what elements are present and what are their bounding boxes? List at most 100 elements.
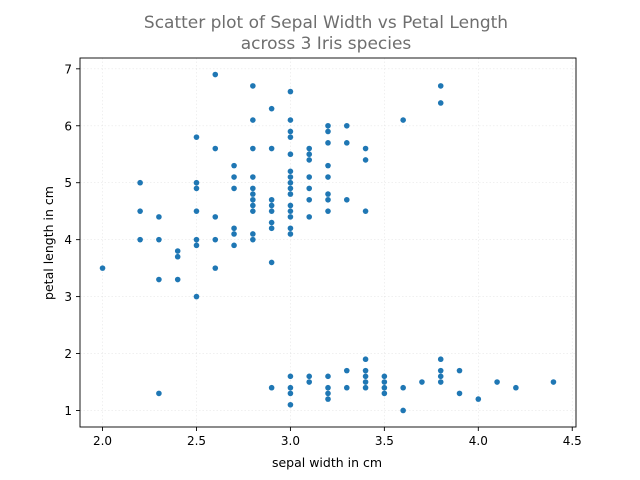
data-point — [362, 373, 369, 380]
data-point — [325, 196, 331, 203]
data-point — [231, 225, 237, 232]
data-point — [343, 140, 350, 146]
data-point — [156, 276, 162, 283]
data-point — [325, 128, 331, 135]
data-point — [287, 168, 294, 175]
data-point — [343, 367, 350, 374]
data-point — [325, 140, 331, 146]
x-tick-label: 3.0 — [281, 434, 300, 448]
data-point — [287, 179, 294, 186]
data-point — [250, 174, 256, 180]
data-point — [437, 379, 444, 385]
data-point — [287, 231, 294, 237]
data-point — [381, 379, 388, 385]
data-point — [325, 208, 331, 214]
data-point — [362, 208, 369, 214]
data-point — [250, 208, 256, 214]
data-point — [306, 373, 313, 380]
data-point — [193, 179, 200, 186]
x-tick-label: 2.5 — [187, 434, 206, 448]
x-tick-label: 3.5 — [375, 434, 394, 448]
data-point — [306, 145, 313, 152]
data-point — [306, 214, 313, 220]
data-point — [268, 145, 275, 152]
data-point — [400, 384, 406, 391]
y-tick-label: 5 — [64, 176, 72, 190]
data-point — [287, 202, 294, 209]
data-point — [212, 236, 219, 243]
data-point — [475, 396, 482, 402]
data-point — [306, 157, 313, 163]
data-point — [362, 157, 369, 163]
data-point — [437, 356, 444, 363]
data-point — [287, 174, 294, 180]
data-point — [287, 214, 294, 220]
data-point — [325, 174, 331, 180]
data-point — [513, 384, 519, 391]
data-point — [156, 390, 162, 397]
data-point — [306, 174, 313, 180]
data-point — [343, 122, 350, 129]
data-point — [137, 236, 143, 243]
data-point — [400, 117, 406, 123]
data-point — [287, 208, 294, 214]
data-point — [250, 231, 256, 237]
data-point — [193, 242, 200, 249]
data-point — [193, 293, 200, 300]
data-point — [268, 208, 275, 214]
data-point — [174, 253, 181, 260]
x-tick-label: 4.5 — [563, 434, 582, 448]
data-point — [193, 134, 200, 140]
data-point — [250, 196, 256, 203]
data-point — [287, 185, 294, 192]
data-point — [362, 145, 369, 152]
data-point — [231, 162, 237, 169]
data-point — [437, 367, 444, 374]
x-tick-label: 4.0 — [469, 434, 488, 448]
data-point — [268, 202, 275, 209]
data-point — [306, 196, 313, 203]
data-point — [287, 390, 294, 397]
data-point — [437, 83, 444, 89]
y-tick-label: 3 — [64, 290, 72, 304]
x-tick-label: 2.0 — [93, 434, 112, 448]
data-point — [456, 390, 463, 397]
data-point — [212, 145, 219, 152]
x-axis-label: sepal width in cm — [272, 455, 382, 470]
y-tick-label: 2 — [64, 347, 72, 361]
plot-frame — [79, 57, 577, 428]
data-point — [362, 379, 369, 385]
data-point — [193, 236, 200, 243]
data-point — [268, 225, 275, 232]
data-point — [362, 367, 369, 374]
data-point — [381, 390, 388, 397]
data-point — [287, 88, 294, 95]
data-point — [193, 185, 200, 192]
data-point — [212, 214, 219, 220]
data-point — [381, 373, 388, 380]
data-point — [494, 379, 500, 385]
data-point — [174, 248, 181, 254]
data-point — [437, 373, 444, 380]
data-points — [99, 71, 557, 414]
data-point — [325, 373, 331, 380]
x-axis-ticks: 2.0 2.5 3.0 3.5 4.0 4.5 — [93, 427, 582, 448]
data-point — [287, 225, 294, 232]
data-point — [287, 151, 294, 158]
data-point — [287, 128, 294, 135]
data-point — [362, 384, 369, 391]
data-point — [212, 71, 219, 78]
data-point — [174, 276, 181, 283]
data-point — [287, 401, 294, 408]
data-point — [156, 214, 162, 220]
data-point — [212, 265, 219, 271]
y-tick-label: 7 — [64, 62, 72, 76]
y-tick-label: 6 — [64, 119, 72, 133]
data-point — [325, 390, 331, 397]
data-point — [99, 265, 106, 271]
data-point — [437, 100, 444, 106]
data-point — [325, 162, 331, 169]
data-point — [250, 185, 256, 192]
chart-title-line-1: Scatter plot of Sepal Width vs Petal Len… — [144, 13, 508, 33]
